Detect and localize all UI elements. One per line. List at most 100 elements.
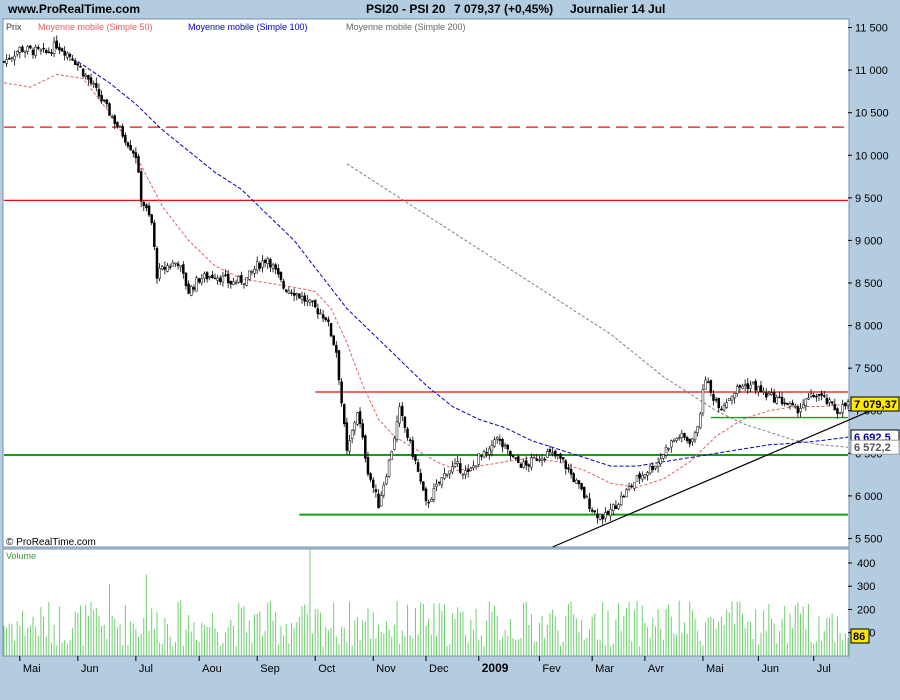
candle-body xyxy=(693,432,697,441)
candle-body xyxy=(419,472,422,482)
moving-averages xyxy=(3,61,849,488)
candle-body xyxy=(311,300,314,303)
candle-body xyxy=(240,275,243,283)
candle-body xyxy=(255,261,259,271)
candle-body xyxy=(730,395,734,401)
candle-body xyxy=(327,319,330,323)
candle-body xyxy=(509,451,512,456)
candle-body xyxy=(701,389,705,414)
candle-body xyxy=(179,265,182,268)
candle-body xyxy=(13,55,16,60)
instrument-name: PSI20 - PSI 20 xyxy=(366,2,446,16)
candle-body xyxy=(841,404,844,413)
candle-body xyxy=(332,335,335,346)
candle-body xyxy=(722,405,726,411)
candle-body xyxy=(488,448,491,455)
candle-body xyxy=(398,406,401,424)
candle-body xyxy=(102,99,106,102)
candle-body xyxy=(770,392,773,396)
candle-body xyxy=(530,457,533,468)
candle-body xyxy=(590,509,594,512)
candle-body xyxy=(812,395,815,397)
candle-body xyxy=(786,402,789,405)
candle-body xyxy=(295,293,299,296)
candle-body xyxy=(84,74,88,77)
candle-body xyxy=(37,47,40,49)
title-bar: www.ProRealTime.com PSI20 - PSI 20 7 079… xyxy=(0,0,900,18)
candle-body xyxy=(685,437,689,441)
candle-body xyxy=(451,466,454,473)
candle-body xyxy=(662,454,665,459)
candle-body xyxy=(31,49,35,56)
ma200-line xyxy=(346,163,849,448)
candle-body xyxy=(137,156,140,173)
candle-body xyxy=(430,499,433,502)
candle-body xyxy=(482,451,486,458)
candle-body xyxy=(532,456,536,459)
candle-body xyxy=(461,473,465,476)
candle-body xyxy=(205,272,209,280)
candle-body xyxy=(709,380,713,393)
candle-body xyxy=(71,58,74,61)
candle-body xyxy=(298,293,301,299)
candle-body xyxy=(635,475,639,482)
candle-body xyxy=(424,488,428,502)
candle-body xyxy=(110,116,114,119)
candle-body xyxy=(456,461,459,464)
candle-body xyxy=(324,317,328,321)
candle-body xyxy=(551,452,554,455)
candle-body xyxy=(385,476,388,485)
candle-body xyxy=(641,475,644,480)
candle-body xyxy=(514,457,517,459)
candle-body xyxy=(648,465,652,474)
trendline xyxy=(552,408,875,548)
candle-body xyxy=(131,150,135,154)
candle-body xyxy=(18,46,22,53)
site-name[interactable]: www.ProRealTime.com xyxy=(8,2,141,16)
candle-body xyxy=(540,458,544,461)
x-tick-label: Jul xyxy=(139,663,153,675)
candle-body xyxy=(121,126,124,137)
candle-body xyxy=(440,477,444,486)
candle-body xyxy=(47,51,51,54)
candle-body xyxy=(830,401,834,404)
candle-body xyxy=(720,408,723,411)
ma100-line xyxy=(77,61,849,467)
candle-body xyxy=(8,57,11,60)
candle-body xyxy=(659,458,662,465)
candle-body xyxy=(735,386,739,395)
candle-body xyxy=(445,474,449,476)
candle-body xyxy=(567,467,570,470)
candle-body xyxy=(672,440,676,443)
candle-body xyxy=(269,259,272,268)
candle-body xyxy=(778,396,781,399)
candle-body xyxy=(308,299,312,303)
candle-body xyxy=(21,46,24,52)
candle-body xyxy=(73,60,77,65)
candle-body xyxy=(126,142,130,147)
y-tick-label: 9 000 xyxy=(855,235,883,247)
vol-tick-label: 300 xyxy=(857,581,875,593)
candle-body xyxy=(775,397,779,404)
candle-body xyxy=(393,438,396,450)
legend-ma100: Moyenne mobile (Simple 100) xyxy=(188,22,308,32)
candle-body xyxy=(696,426,699,433)
candle-body xyxy=(129,144,132,151)
candle-body xyxy=(190,286,193,296)
ma50-line xyxy=(3,73,849,488)
candle-body xyxy=(319,312,322,315)
volume-tag-label: 86 xyxy=(853,631,865,643)
candle-body xyxy=(580,483,583,490)
candle-body xyxy=(76,63,80,66)
candle-body xyxy=(704,379,707,390)
candle-body xyxy=(464,470,467,475)
candle-body xyxy=(474,465,478,467)
x-tick-label: Mai xyxy=(706,663,724,675)
candle-body xyxy=(221,275,225,283)
candle-body xyxy=(245,277,248,286)
candle-body xyxy=(100,94,103,102)
candle-body xyxy=(836,408,839,414)
candle-body xyxy=(237,276,240,283)
candle-body xyxy=(820,393,823,396)
